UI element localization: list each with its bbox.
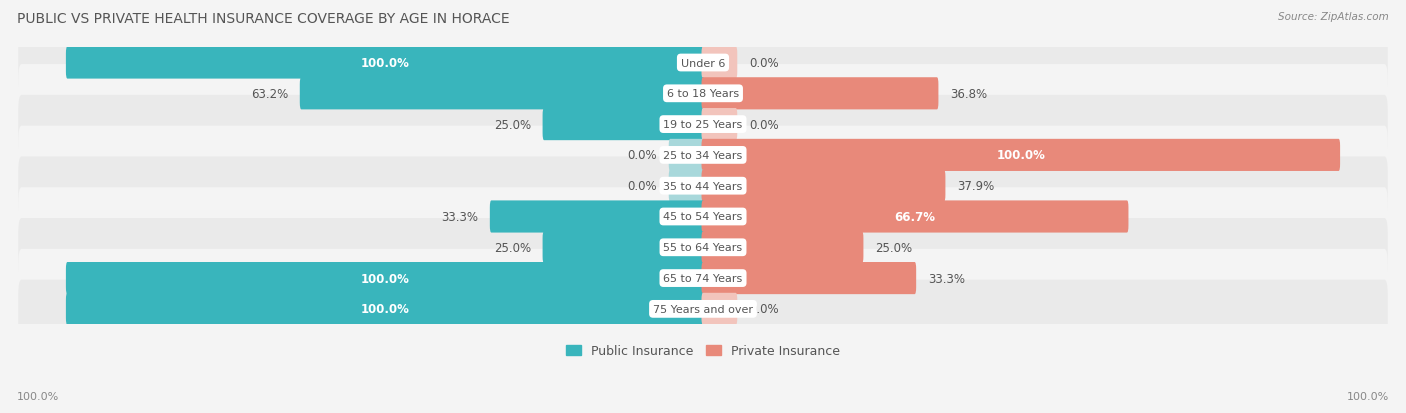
Text: 100.0%: 100.0% (1347, 391, 1389, 401)
FancyBboxPatch shape (702, 170, 945, 202)
FancyBboxPatch shape (18, 96, 1388, 154)
Text: 19 to 25 Years: 19 to 25 Years (664, 120, 742, 130)
Text: 25 to 34 Years: 25 to 34 Years (664, 150, 742, 161)
FancyBboxPatch shape (543, 109, 704, 141)
FancyBboxPatch shape (702, 47, 737, 79)
Text: 25.0%: 25.0% (494, 118, 531, 131)
Text: 6 to 18 Years: 6 to 18 Years (666, 89, 740, 99)
Text: PUBLIC VS PRIVATE HEALTH INSURANCE COVERAGE BY AGE IN HORACE: PUBLIC VS PRIVATE HEALTH INSURANCE COVER… (17, 12, 509, 26)
Text: 55 to 64 Years: 55 to 64 Years (664, 243, 742, 253)
Text: 100.0%: 100.0% (361, 57, 409, 70)
Text: Source: ZipAtlas.com: Source: ZipAtlas.com (1278, 12, 1389, 22)
FancyBboxPatch shape (66, 293, 704, 325)
FancyBboxPatch shape (18, 249, 1388, 308)
Text: 100.0%: 100.0% (17, 391, 59, 401)
Text: 63.2%: 63.2% (250, 88, 288, 101)
FancyBboxPatch shape (18, 65, 1388, 123)
FancyBboxPatch shape (18, 126, 1388, 185)
Text: 100.0%: 100.0% (361, 272, 409, 285)
FancyBboxPatch shape (702, 293, 737, 325)
Text: 0.0%: 0.0% (749, 118, 779, 131)
FancyBboxPatch shape (702, 232, 863, 264)
Text: 65 to 74 Years: 65 to 74 Years (664, 273, 742, 283)
Text: 0.0%: 0.0% (749, 57, 779, 70)
Text: Under 6: Under 6 (681, 58, 725, 68)
Text: 0.0%: 0.0% (627, 180, 657, 193)
FancyBboxPatch shape (66, 262, 704, 294)
Text: 35 to 44 Years: 35 to 44 Years (664, 181, 742, 191)
FancyBboxPatch shape (18, 34, 1388, 93)
FancyBboxPatch shape (702, 201, 1129, 233)
FancyBboxPatch shape (18, 280, 1388, 338)
Text: 37.9%: 37.9% (957, 180, 994, 193)
Text: 33.3%: 33.3% (441, 211, 478, 223)
FancyBboxPatch shape (489, 201, 704, 233)
FancyBboxPatch shape (702, 262, 917, 294)
Text: 100.0%: 100.0% (997, 149, 1045, 162)
FancyBboxPatch shape (702, 140, 1340, 171)
Text: 25.0%: 25.0% (494, 241, 531, 254)
Text: 36.8%: 36.8% (950, 88, 987, 101)
FancyBboxPatch shape (669, 170, 704, 202)
Text: 0.0%: 0.0% (627, 149, 657, 162)
Text: 75 Years and over: 75 Years and over (652, 304, 754, 314)
FancyBboxPatch shape (669, 140, 704, 171)
Text: 0.0%: 0.0% (749, 303, 779, 316)
FancyBboxPatch shape (702, 78, 938, 110)
Legend: Public Insurance, Private Insurance: Public Insurance, Private Insurance (561, 339, 845, 363)
Text: 33.3%: 33.3% (928, 272, 965, 285)
Text: 45 to 54 Years: 45 to 54 Years (664, 212, 742, 222)
FancyBboxPatch shape (18, 157, 1388, 216)
FancyBboxPatch shape (299, 78, 704, 110)
FancyBboxPatch shape (18, 218, 1388, 277)
Text: 25.0%: 25.0% (875, 241, 912, 254)
FancyBboxPatch shape (18, 188, 1388, 246)
Text: 66.7%: 66.7% (894, 211, 935, 223)
Text: 100.0%: 100.0% (361, 303, 409, 316)
FancyBboxPatch shape (543, 232, 704, 264)
FancyBboxPatch shape (66, 47, 704, 79)
FancyBboxPatch shape (702, 109, 737, 141)
